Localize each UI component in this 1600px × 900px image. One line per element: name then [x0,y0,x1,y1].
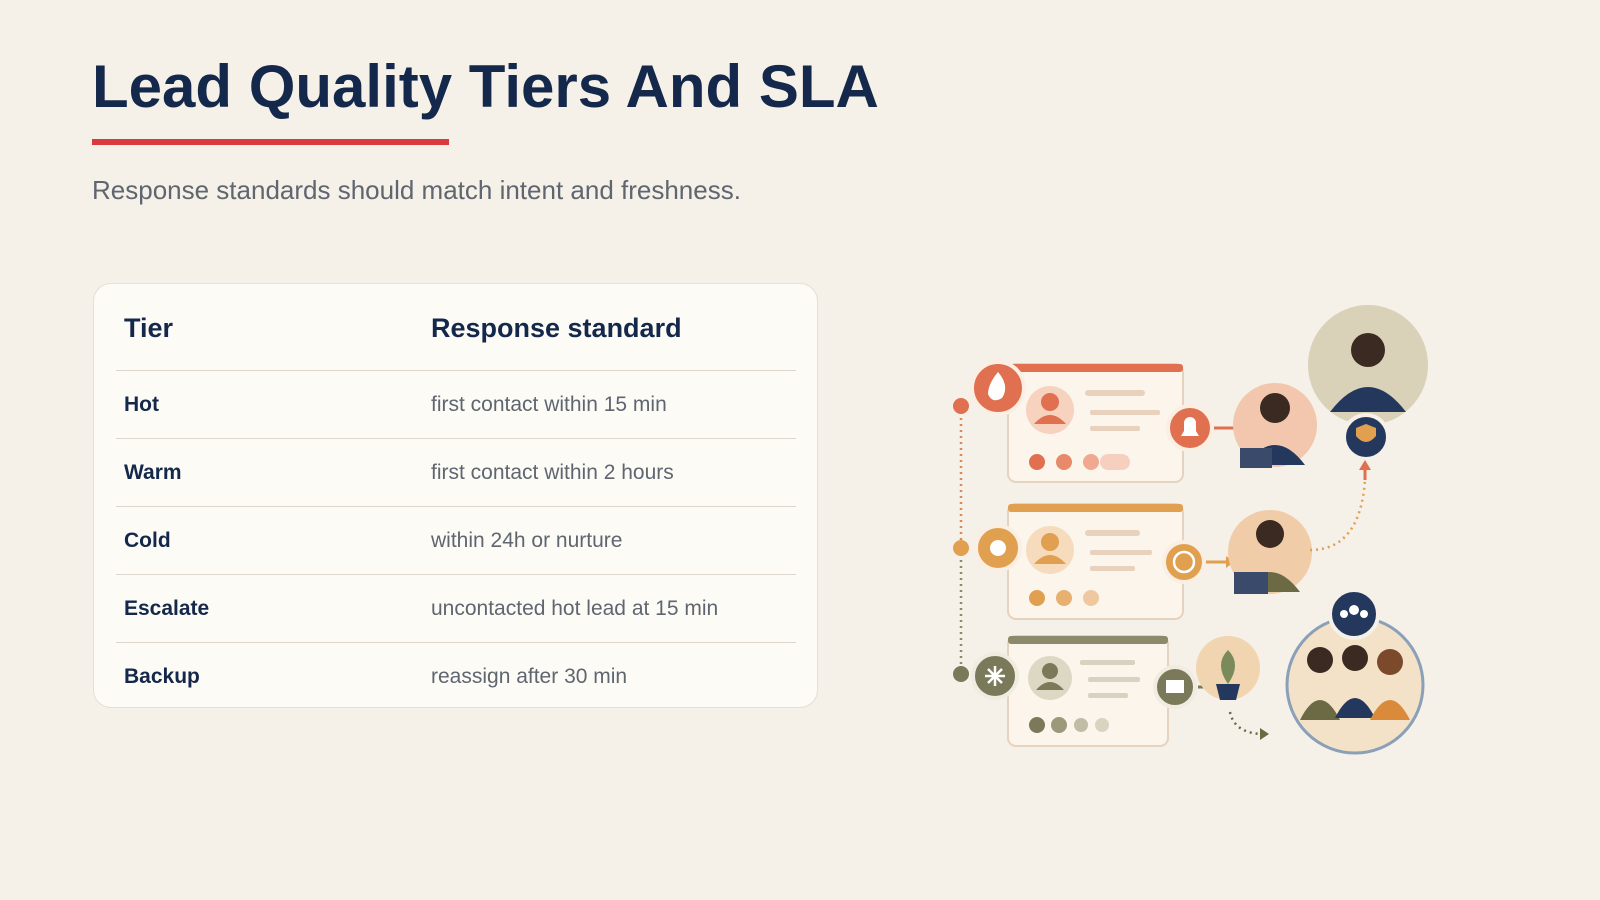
standard: first contact within 15 min [431,393,667,416]
tier: Cold [124,529,171,552]
standard: within 24h or nurture [431,529,623,552]
table-row: Escalate uncontacted hot lead at 15 min [116,574,796,643]
standard: first contact within 2 hours [431,461,674,484]
title-underline [92,139,449,145]
dot [953,666,969,682]
tier: Hot [124,393,159,416]
standard: uncontacted hot lead at 15 min [431,597,719,620]
cold-card [971,635,1222,747]
column-header: Tier [124,313,174,343]
table-row: Hot first contact within 15 min [116,370,796,439]
dot [953,540,969,556]
standard: reassign after 30 min [431,665,628,688]
dot [953,398,969,414]
tier: Warm [124,461,182,484]
agents [1196,305,1428,755]
table-header: Tier Response standard [116,294,796,362]
table-row: Warm first contact within 2 hours [116,438,796,507]
illustration [953,305,1428,755]
tier: Backup [124,665,200,688]
table-row: Backup reassign after 30 min [116,642,796,711]
warm-card [974,503,1234,620]
title: Lead Quality Tiers And SLA [92,53,879,120]
table-card: Tier Response standard Hot first contact… [93,283,818,708]
subtitle: Response standards should match intent a… [92,175,741,205]
tier: Escalate [124,597,210,620]
table-row: Cold within 24h or nurture [116,506,796,575]
hot-card [970,360,1244,483]
column-header: Response standard [431,313,682,343]
